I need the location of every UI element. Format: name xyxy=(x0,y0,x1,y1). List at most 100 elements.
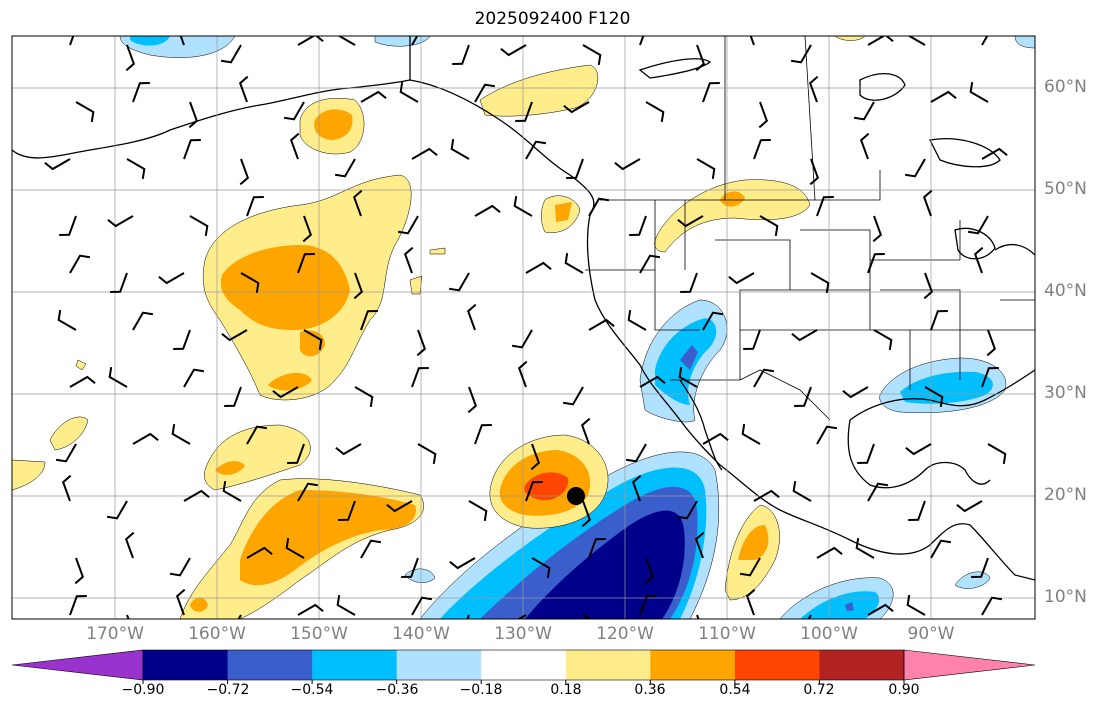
wind-barb xyxy=(639,375,666,388)
storm-center-marker xyxy=(567,487,585,505)
colorbar-segment xyxy=(227,650,313,680)
map-frame xyxy=(11,35,1036,620)
colorbar-tick-label: −0.72 xyxy=(206,682,250,698)
wind-barb xyxy=(743,329,761,351)
wind-barb xyxy=(739,557,761,577)
wind-barb xyxy=(971,557,989,579)
wind-barb xyxy=(132,432,159,445)
wind-barb xyxy=(224,386,242,408)
wind-barb xyxy=(158,272,185,285)
wind-barb xyxy=(61,474,72,502)
wind-barb xyxy=(511,329,533,349)
colorbar-tick-label: −0.36 xyxy=(375,682,419,698)
wind-barb xyxy=(753,489,780,502)
wind-barb xyxy=(981,147,1008,160)
wind-barb xyxy=(564,252,584,274)
wind-barb xyxy=(513,195,533,217)
wind-barb xyxy=(816,425,838,445)
wind-barb xyxy=(873,329,893,351)
wind-barb xyxy=(57,309,77,331)
wind-barb xyxy=(588,318,615,331)
wind-barb xyxy=(677,215,704,228)
wind-barb xyxy=(352,189,363,217)
wind-barb xyxy=(625,443,647,463)
wind-barb xyxy=(411,366,429,388)
wind-barb xyxy=(859,132,870,160)
wind-barb xyxy=(956,500,983,513)
lon-label-160w: 160°W xyxy=(188,624,246,644)
wind-barb xyxy=(285,537,305,559)
wind-barb xyxy=(810,272,830,294)
wind-barb xyxy=(981,36,989,46)
wind-barb xyxy=(335,443,362,456)
wind-barb xyxy=(69,375,96,388)
wind-barb xyxy=(872,215,883,243)
wind-barb xyxy=(680,272,698,294)
wind-barb xyxy=(702,432,729,445)
wind-barb xyxy=(582,614,592,619)
wind-barb xyxy=(639,254,661,274)
wind-barb xyxy=(987,443,1007,465)
wind-barb xyxy=(923,272,934,300)
wind-barb xyxy=(132,311,154,331)
wind-barb xyxy=(867,603,894,616)
gridlines xyxy=(12,36,1035,619)
wind-barb xyxy=(930,309,948,331)
lon-label-110w: 110°W xyxy=(698,624,756,644)
contour-fills xyxy=(12,36,1035,619)
wind-barb xyxy=(644,557,655,585)
wind-barb xyxy=(474,423,492,445)
wind-barb xyxy=(588,197,610,217)
colorbar-segment xyxy=(481,650,567,680)
wind-barb xyxy=(631,474,642,502)
wind-barb xyxy=(188,101,199,129)
wind-barb xyxy=(59,215,77,237)
wind-barb xyxy=(809,158,820,186)
wind-barb xyxy=(474,83,496,103)
wind-barb xyxy=(581,500,592,528)
wind-barb xyxy=(360,309,378,331)
wind-barb xyxy=(582,44,602,66)
colorbar-segment xyxy=(565,650,651,680)
wind-barb xyxy=(450,138,470,160)
wind-barb xyxy=(639,594,657,616)
wind-barb xyxy=(297,482,319,502)
colorbar-segment xyxy=(650,650,736,680)
wind-barb xyxy=(816,546,843,559)
wind-barb xyxy=(386,500,413,513)
wind-barb xyxy=(867,482,889,502)
colorbar-segment xyxy=(312,650,398,680)
wind-barb xyxy=(106,500,128,520)
political-borders xyxy=(409,36,1035,421)
wind-barb xyxy=(791,329,818,342)
wind-barb xyxy=(272,386,299,399)
wind-barb xyxy=(448,272,470,292)
wind-barb xyxy=(981,366,999,388)
wind-barb xyxy=(694,531,705,559)
colorbar-segment xyxy=(396,650,482,680)
wind-barb xyxy=(132,81,150,103)
colorbar xyxy=(11,649,1036,684)
wind-barb xyxy=(908,500,926,522)
wind-barb xyxy=(741,423,761,445)
wind-barb xyxy=(816,195,834,217)
wind-barb xyxy=(745,588,756,616)
wind-barb xyxy=(183,368,205,388)
wind-barb xyxy=(517,360,528,388)
wind-barb xyxy=(676,500,698,520)
lon-label-150w: 150°W xyxy=(290,624,348,644)
wind-barb xyxy=(124,531,135,559)
wind-barb xyxy=(110,272,128,294)
colorbar-tick-label: −0.54 xyxy=(290,682,334,698)
wind-barb xyxy=(695,44,706,72)
wind-barb xyxy=(74,557,85,585)
wind-barb xyxy=(580,417,591,445)
wind-barb xyxy=(759,215,779,237)
wind-barb xyxy=(627,309,647,331)
wind-barb xyxy=(678,366,698,388)
wind-barb xyxy=(449,557,476,570)
wind-barb xyxy=(702,311,724,331)
wind-barb xyxy=(354,386,374,408)
wind-barb xyxy=(452,44,470,66)
lon-label-140w: 140°W xyxy=(392,624,450,644)
